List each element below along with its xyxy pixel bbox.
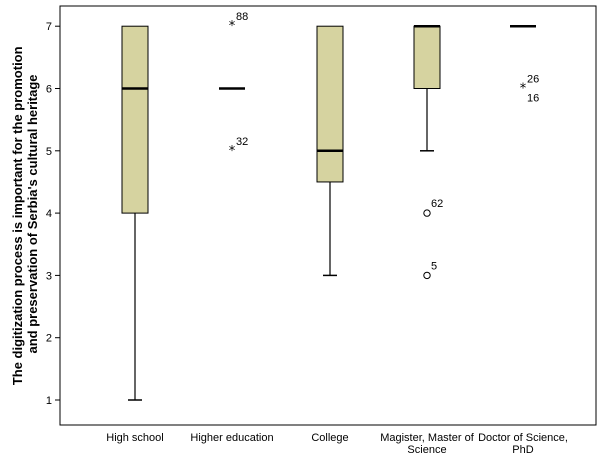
y-tick-label: 1 — [46, 395, 52, 407]
y-axis-title: The digitization process is important fo… — [10, 43, 40, 385]
x-category-label: Science — [407, 444, 446, 455]
x-category-label: Doctor of Science, — [478, 432, 568, 444]
box-3 — [316, 25, 344, 277]
outlier-star: * — [229, 144, 236, 159]
outlier-label: 62 — [431, 198, 443, 210]
box-4: 62 5 — [413, 24, 443, 280]
box-5: *26 16 — [510, 24, 539, 105]
outlier-label: 32 — [236, 136, 248, 148]
outlier-star: * — [520, 82, 527, 97]
y-tick-label: 7 — [46, 21, 52, 33]
box-iqr — [121, 25, 149, 214]
y-tick-label: 6 — [46, 84, 52, 96]
x-category-label: Magister, Master of — [380, 432, 474, 444]
outlier-circle — [423, 209, 431, 217]
x-category-label: High school — [106, 432, 163, 444]
outlier-label: 26 — [527, 74, 539, 86]
y-tick-label: 4 — [46, 208, 52, 220]
y-axis-title-line-1: The digitization process is important fo… — [10, 46, 25, 385]
outlier-label: 5 — [431, 260, 437, 272]
x-category-label: PhD — [512, 444, 533, 455]
y-axis-title-line-2: and preservation of Serbia's cultural he… — [25, 74, 40, 353]
outlier-label: 88 — [236, 11, 248, 23]
outlier-circle — [423, 271, 431, 280]
box-iqr — [413, 25, 441, 89]
box-iqr — [316, 25, 344, 183]
x-category-label: Higher education — [190, 432, 273, 444]
x-axis-labels: High school Higher education College Magist… — [106, 432, 568, 455]
box-2: *88*32 — [219, 11, 248, 159]
outlier-label: 16 — [527, 93, 539, 105]
y-tick-label: 3 — [46, 270, 52, 282]
x-category-label: College — [311, 432, 348, 444]
outlier-star: * — [229, 19, 236, 34]
y-tick-label: 5 — [46, 146, 52, 158]
y-axis: 1 2 3 4 5 6 7 — [46, 21, 60, 407]
y-tick-label: 2 — [46, 333, 52, 345]
box-1 — [121, 25, 149, 401]
